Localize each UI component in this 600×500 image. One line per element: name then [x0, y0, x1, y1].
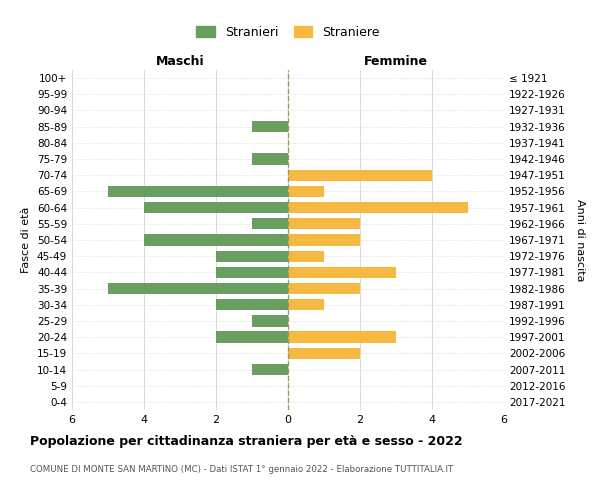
Bar: [144, 234, 288, 246]
Bar: [288, 283, 360, 294]
Bar: [108, 186, 288, 197]
Text: Maschi: Maschi: [155, 54, 205, 68]
Bar: [216, 299, 288, 310]
Y-axis label: Anni di nascita: Anni di nascita: [575, 198, 585, 281]
Bar: [216, 250, 288, 262]
Bar: [288, 348, 360, 359]
Text: Femmine: Femmine: [364, 54, 428, 68]
Text: Popolazione per cittadinanza straniera per età e sesso - 2022: Popolazione per cittadinanza straniera p…: [30, 435, 463, 448]
Bar: [288, 299, 324, 310]
Bar: [252, 316, 288, 326]
Bar: [252, 154, 288, 164]
Bar: [288, 186, 324, 197]
Bar: [144, 202, 288, 213]
Bar: [252, 364, 288, 375]
Bar: [252, 218, 288, 230]
Bar: [288, 266, 396, 278]
Bar: [288, 202, 468, 213]
Bar: [216, 266, 288, 278]
Y-axis label: Fasce di età: Fasce di età: [22, 207, 31, 273]
Bar: [216, 332, 288, 343]
Bar: [288, 332, 396, 343]
Bar: [288, 250, 324, 262]
Bar: [108, 283, 288, 294]
Bar: [288, 234, 360, 246]
Legend: Stranieri, Straniere: Stranieri, Straniere: [193, 22, 383, 42]
Bar: [288, 170, 432, 181]
Text: COMUNE DI MONTE SAN MARTINO (MC) - Dati ISTAT 1° gennaio 2022 - Elaborazione TUT: COMUNE DI MONTE SAN MARTINO (MC) - Dati …: [30, 465, 453, 474]
Bar: [288, 218, 360, 230]
Bar: [252, 121, 288, 132]
